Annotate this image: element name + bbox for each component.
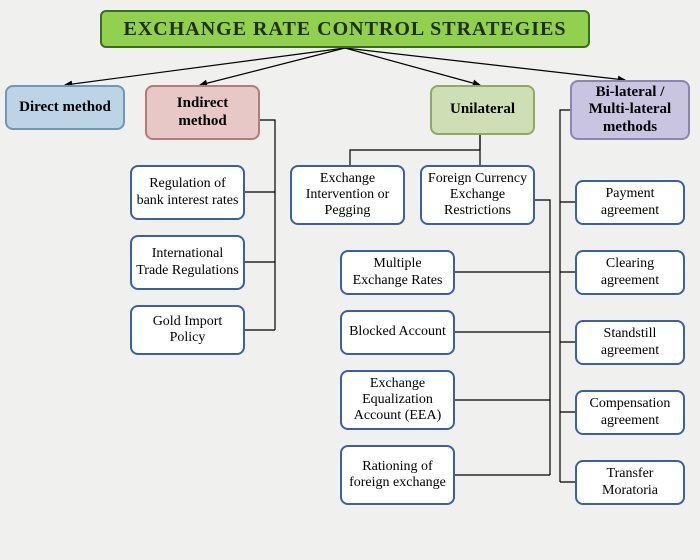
leaf-bilateral-0: Payment agreement (575, 180, 685, 225)
leaf-restrictions-0: Multiple Exchange Rates (340, 250, 455, 295)
category-bilateral: Bi-lateral / Multi-lateral methods (570, 80, 690, 140)
leaf-unilateral-0: Exchange Intervention or Pegging (290, 165, 405, 225)
leaf-indirect-0: Regulation of bank interest rates (130, 165, 245, 220)
category-direct: Direct method (5, 85, 125, 130)
leaf-bilateral-4: Transfer Moratoria (575, 460, 685, 505)
leaf-unilateral-1: Foreign Currency Exchange Restrictions (420, 165, 535, 225)
leaf-bilateral-2: Standstill agreement (575, 320, 685, 365)
leaf-indirect-2: Gold Import Policy (130, 305, 245, 355)
category-indirect: Indirect method (145, 85, 260, 140)
leaf-restrictions-3: Rationing of foreign exchange (340, 445, 455, 505)
leaf-indirect-1: International Trade Regulations (130, 235, 245, 290)
category-unilateral: Unilateral (430, 85, 535, 135)
diagram-title: EXCHANGE RATE CONTROL STRATEGIES (100, 10, 590, 48)
leaf-restrictions-1: Blocked Account (340, 310, 455, 355)
leaf-bilateral-1: Clearing agreement (575, 250, 685, 295)
leaf-restrictions-2: Exchange Equalization Account (EEA) (340, 370, 455, 430)
leaf-bilateral-3: Compensation agreement (575, 390, 685, 435)
